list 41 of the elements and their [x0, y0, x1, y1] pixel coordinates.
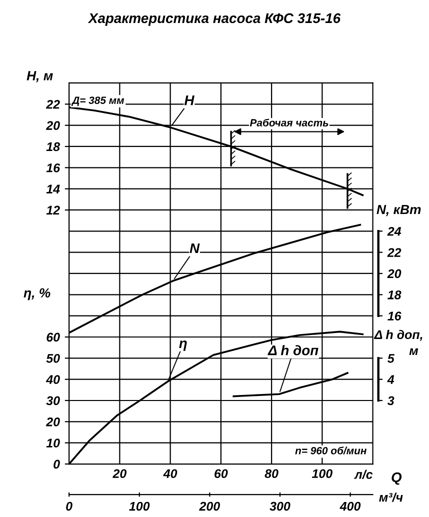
- x-tick-label: 80: [264, 469, 278, 478]
- y-tick-label: 14: [46, 184, 60, 194]
- x-tick-label: 60: [214, 469, 228, 478]
- x2-tick-label: 300: [270, 502, 290, 511]
- chart-title: Характеристика насоса КФС 315-16: [88, 13, 341, 26]
- y-tick-label: 12: [46, 206, 60, 215]
- annotation: Д= 385 мм: [71, 96, 124, 106]
- x2-tick-label: 0: [66, 502, 72, 511]
- y2-axis-title: N, кВт: [376, 204, 421, 216]
- x2-tick-label: 400: [340, 502, 361, 511]
- y-tick-label: 3: [387, 396, 394, 406]
- y-tick-label: 22: [46, 100, 60, 109]
- y2-tick-label: 24: [387, 226, 402, 236]
- x2-axis-title: м³/ч: [379, 492, 403, 502]
- x-tick-label: 40: [163, 469, 178, 478]
- y3-axis-title: η, %: [24, 288, 50, 300]
- y-axis-title: H, м: [26, 71, 53, 82]
- y3-tick-label: 50: [46, 354, 60, 363]
- x2-tick-label: 200: [199, 502, 220, 511]
- x-tick-label: 100: [312, 469, 332, 478]
- series-label: Δ h доп: [268, 345, 318, 356]
- x-tick-label: 20: [112, 469, 127, 478]
- y-tick-label: 16: [46, 163, 60, 172]
- y-tick-label: 18: [46, 142, 60, 152]
- series-label: H: [184, 96, 194, 106]
- y-tick-label: 20: [46, 121, 60, 130]
- y-tick-label: 5: [388, 354, 394, 363]
- y3-tick-label: 30: [46, 396, 60, 406]
- y3-tick-label: 60: [46, 332, 60, 342]
- x-axis-title: л/с: [354, 470, 373, 480]
- text: Q: [392, 472, 402, 485]
- y-tick-label: 4: [387, 375, 394, 384]
- series-label: N: [190, 243, 200, 254]
- y3-tick-label: 40: [46, 375, 60, 384]
- annotation: Рабочая часть: [250, 118, 328, 126]
- y-axis-title: Δ h доп, м: [374, 330, 422, 355]
- y3-tick-label: 0: [54, 460, 60, 469]
- x2-tick-label: 100: [129, 502, 150, 511]
- y3-tick-label: 10: [46, 438, 60, 448]
- annotation: n= 960 об/мин: [295, 446, 367, 454]
- series-label: η: [179, 340, 187, 351]
